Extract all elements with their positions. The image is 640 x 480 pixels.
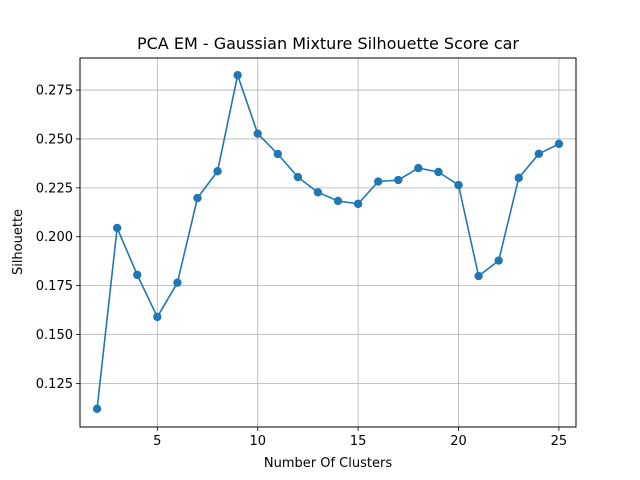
data-point bbox=[313, 188, 323, 197]
series-group bbox=[92, 71, 564, 414]
y-tick-label: 0.150 bbox=[36, 328, 73, 343]
y-tick-label: 0.175 bbox=[36, 279, 73, 294]
data-point bbox=[353, 199, 363, 209]
data-point bbox=[253, 129, 262, 138]
data-point bbox=[233, 71, 242, 80]
data-point bbox=[474, 271, 483, 281]
x-tick-label: 25 bbox=[551, 434, 568, 449]
data-point bbox=[173, 278, 182, 287]
data-point bbox=[213, 167, 222, 176]
y-tick-label: 0.225 bbox=[36, 181, 73, 196]
data-point bbox=[454, 180, 463, 190]
series-line bbox=[96, 74, 560, 409]
data-point bbox=[414, 163, 423, 173]
data-point bbox=[394, 175, 403, 185]
data-point bbox=[554, 139, 564, 149]
x-axis-label: Number Of Clusters bbox=[264, 456, 392, 471]
y-tick-label: 0.275 bbox=[36, 84, 73, 99]
data-point bbox=[293, 172, 303, 182]
x-tick-label: 5 bbox=[153, 434, 161, 449]
y-axis: 0.125 0.150 0.175 0.200 0.225 0.250 0.275 bbox=[36, 84, 80, 392]
x-tick-label: 15 bbox=[350, 434, 367, 449]
data-point bbox=[153, 312, 162, 322]
y-tick-label: 0.200 bbox=[36, 230, 73, 245]
y-tick-label: 0.125 bbox=[36, 377, 73, 392]
data-point bbox=[514, 173, 523, 183]
x-tick-label: 20 bbox=[450, 434, 467, 449]
y-tick-label: 0.250 bbox=[36, 132, 73, 147]
data-point bbox=[133, 270, 142, 280]
x-tick-label: 10 bbox=[249, 434, 266, 449]
chart-title: PCA EM - Gaussian Mixture Silhouette Sco… bbox=[137, 34, 519, 53]
data-point bbox=[193, 193, 202, 203]
y-axis-label: Silhouette bbox=[11, 209, 26, 275]
data-point bbox=[92, 404, 102, 414]
x-axis: 5 10 15 20 25 bbox=[153, 427, 567, 449]
data-point bbox=[494, 256, 503, 265]
data-point bbox=[333, 196, 343, 206]
data-point bbox=[534, 149, 544, 159]
data-point bbox=[434, 167, 443, 177]
data-point bbox=[273, 149, 282, 159]
data-point bbox=[112, 223, 122, 233]
data-point bbox=[374, 177, 383, 186]
grid bbox=[80, 58, 576, 427]
plot-frame bbox=[79, 57, 577, 428]
